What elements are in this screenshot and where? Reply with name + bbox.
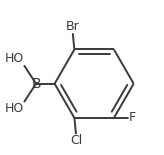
Text: Cl: Cl	[70, 134, 82, 147]
Text: HO: HO	[4, 102, 24, 115]
Text: F: F	[129, 111, 136, 124]
Text: HO: HO	[4, 52, 24, 65]
Text: B: B	[31, 77, 41, 91]
Text: Br: Br	[66, 20, 80, 33]
